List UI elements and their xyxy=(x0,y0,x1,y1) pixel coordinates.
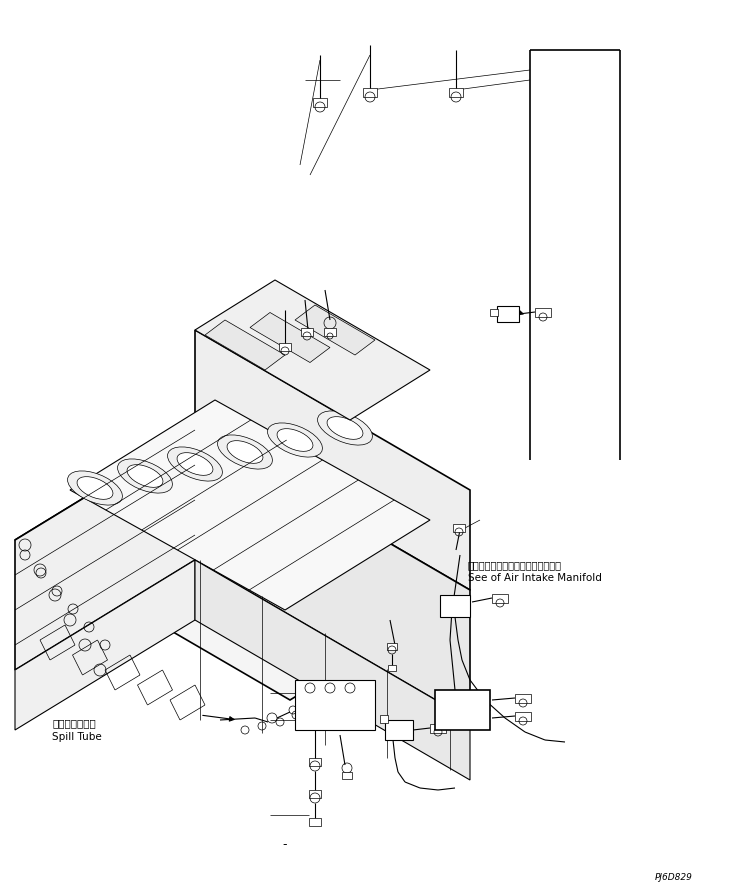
Bar xyxy=(385,720,413,740)
Polygon shape xyxy=(195,430,470,720)
Bar xyxy=(515,694,531,703)
Bar xyxy=(388,665,396,671)
Polygon shape xyxy=(227,441,263,463)
Polygon shape xyxy=(15,560,195,730)
Text: Spill Tube: Spill Tube xyxy=(52,732,102,742)
Bar xyxy=(449,88,463,97)
Text: エアーインテークマニホールド参照: エアーインテークマニホールド参照 xyxy=(468,560,562,570)
Polygon shape xyxy=(117,459,172,493)
Bar xyxy=(324,328,336,336)
Polygon shape xyxy=(205,320,285,370)
Bar xyxy=(363,88,377,97)
Polygon shape xyxy=(167,447,222,481)
Text: See of Air Intake Manifold: See of Air Intake Manifold xyxy=(468,573,602,583)
Bar xyxy=(440,595,470,617)
Polygon shape xyxy=(195,330,470,590)
Bar xyxy=(309,790,321,798)
Polygon shape xyxy=(15,430,470,700)
Bar xyxy=(492,594,508,603)
Polygon shape xyxy=(127,465,163,487)
Text: -: - xyxy=(283,838,287,851)
Polygon shape xyxy=(68,471,123,505)
Polygon shape xyxy=(177,453,213,476)
Polygon shape xyxy=(250,313,330,363)
Bar xyxy=(313,98,327,107)
Bar xyxy=(435,690,490,730)
Polygon shape xyxy=(318,411,372,446)
Bar xyxy=(342,772,352,779)
Text: PJ6D829: PJ6D829 xyxy=(655,873,693,882)
Polygon shape xyxy=(295,305,375,355)
Bar xyxy=(309,818,321,826)
Polygon shape xyxy=(327,417,363,439)
Bar xyxy=(490,309,498,316)
Bar xyxy=(515,712,531,721)
Bar xyxy=(301,328,313,336)
Polygon shape xyxy=(77,477,113,499)
Polygon shape xyxy=(195,560,470,780)
Bar xyxy=(430,724,446,733)
Text: スピルチューブ: スピルチューブ xyxy=(52,718,95,728)
Polygon shape xyxy=(195,280,430,420)
Bar xyxy=(295,680,375,730)
Bar xyxy=(279,343,291,351)
Bar xyxy=(497,306,519,322)
Polygon shape xyxy=(268,423,322,457)
Polygon shape xyxy=(277,429,313,452)
Bar xyxy=(387,643,397,650)
Polygon shape xyxy=(15,430,195,670)
Bar xyxy=(380,715,388,723)
Bar xyxy=(309,758,321,766)
Bar xyxy=(453,524,465,532)
Polygon shape xyxy=(70,400,430,610)
Bar xyxy=(535,308,551,317)
Polygon shape xyxy=(218,435,272,470)
